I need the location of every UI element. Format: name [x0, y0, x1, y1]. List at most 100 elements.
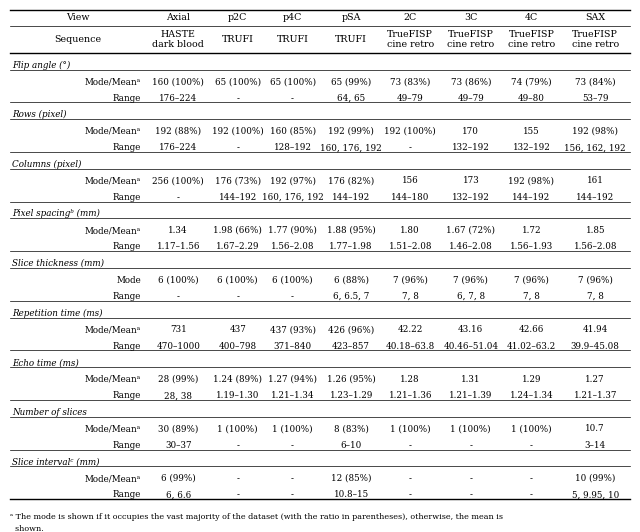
Text: 6–10: 6–10: [340, 441, 362, 450]
Text: TrueFISP: TrueFISP: [387, 30, 433, 38]
Text: 1.19–1.30: 1.19–1.30: [216, 391, 259, 400]
Text: 144–192: 144–192: [512, 193, 550, 202]
Text: 1.31: 1.31: [461, 375, 481, 384]
Text: 256 (100%): 256 (100%): [152, 177, 204, 186]
Text: TrueFISP: TrueFISP: [572, 30, 618, 38]
Text: 192 (99%): 192 (99%): [328, 127, 374, 136]
Text: 1.98 (66%): 1.98 (66%): [213, 226, 262, 235]
Text: -: -: [469, 441, 472, 450]
Text: 1.23–1.29: 1.23–1.29: [330, 391, 373, 400]
Text: 3–14: 3–14: [584, 441, 606, 450]
Text: 10 (99%): 10 (99%): [575, 474, 616, 483]
Text: 160 (85%): 160 (85%): [269, 127, 316, 136]
Text: 65 (100%): 65 (100%): [215, 77, 261, 86]
Text: 1.34: 1.34: [168, 226, 188, 235]
Text: cine retro: cine retro: [508, 40, 555, 49]
Text: Range: Range: [113, 491, 141, 500]
Text: Columns (pixel): Columns (pixel): [12, 160, 81, 169]
Text: 30 (89%): 30 (89%): [158, 425, 198, 434]
Text: 43.16: 43.16: [458, 325, 483, 334]
Text: 155: 155: [523, 127, 540, 136]
Text: 1.21–1.37: 1.21–1.37: [573, 391, 617, 400]
Text: 144–180: 144–180: [391, 193, 429, 202]
Text: 7 (96%): 7 (96%): [393, 276, 428, 285]
Text: 42.22: 42.22: [397, 325, 423, 334]
Text: SAX: SAX: [585, 13, 605, 22]
Text: 6, 6.5, 7: 6, 6.5, 7: [333, 292, 369, 301]
Text: 156, 162, 192: 156, 162, 192: [564, 143, 626, 152]
Text: 73 (86%): 73 (86%): [451, 77, 491, 86]
Text: 49–79: 49–79: [397, 94, 424, 103]
Text: 65 (100%): 65 (100%): [269, 77, 316, 86]
Text: 7, 8: 7, 8: [587, 292, 604, 301]
Text: Mode/Meanᵃ: Mode/Meanᵃ: [84, 177, 141, 186]
Text: -: -: [236, 491, 239, 500]
Text: 1.28: 1.28: [401, 375, 420, 384]
Text: -: -: [409, 441, 412, 450]
Text: -: -: [177, 292, 180, 301]
Text: 10.8–15: 10.8–15: [333, 491, 369, 500]
Text: Mode/Meanᵃ: Mode/Meanᵃ: [84, 325, 141, 334]
Text: 7 (96%): 7 (96%): [514, 276, 549, 285]
Text: 192 (98%): 192 (98%): [508, 177, 554, 186]
Text: 1.46–2.08: 1.46–2.08: [449, 243, 493, 252]
Text: TRUFI: TRUFI: [276, 35, 308, 44]
Text: 5, 9.95, 10: 5, 9.95, 10: [572, 491, 619, 500]
Text: 132–192: 132–192: [513, 143, 550, 152]
Text: 1 (100%): 1 (100%): [511, 425, 552, 434]
Text: p4C: p4C: [283, 13, 302, 22]
Text: 160, 176, 192: 160, 176, 192: [262, 193, 323, 202]
Text: Mode/Meanᵃ: Mode/Meanᵃ: [84, 375, 141, 384]
Text: 437 (93%): 437 (93%): [269, 325, 316, 334]
Text: Range: Range: [113, 342, 141, 351]
Text: -: -: [409, 474, 412, 483]
Text: 7, 8: 7, 8: [402, 292, 419, 301]
Text: -: -: [291, 474, 294, 483]
Text: -: -: [530, 474, 533, 483]
Text: 400–798: 400–798: [219, 342, 257, 351]
Text: Pixel spacingᵇ (mm): Pixel spacingᵇ (mm): [12, 209, 100, 218]
Text: 173: 173: [463, 177, 479, 186]
Text: 6 (88%): 6 (88%): [333, 276, 369, 285]
Text: 176 (73%): 176 (73%): [215, 177, 261, 186]
Text: TRUFI: TRUFI: [222, 35, 253, 44]
Text: 160 (100%): 160 (100%): [152, 77, 204, 86]
Text: 49–79: 49–79: [458, 94, 484, 103]
Text: -: -: [291, 441, 294, 450]
Text: 1.67–2.29: 1.67–2.29: [216, 243, 260, 252]
Text: 176 (82%): 176 (82%): [328, 177, 374, 186]
Text: -: -: [469, 474, 472, 483]
Text: 1.72: 1.72: [522, 226, 541, 235]
Text: Rows (pixel): Rows (pixel): [12, 110, 67, 119]
Text: 1 (100%): 1 (100%): [218, 425, 258, 434]
Text: -: -: [236, 143, 239, 152]
Text: 1.85: 1.85: [586, 226, 605, 235]
Text: cine retro: cine retro: [387, 40, 434, 49]
Text: 170: 170: [462, 127, 479, 136]
Text: 192 (97%): 192 (97%): [269, 177, 316, 186]
Text: -: -: [291, 292, 294, 301]
Text: -: -: [469, 491, 472, 500]
Text: -: -: [236, 94, 239, 103]
Text: 73 (84%): 73 (84%): [575, 77, 616, 86]
Text: -: -: [530, 441, 533, 450]
Text: Range: Range: [113, 243, 141, 252]
Text: 1.77–1.98: 1.77–1.98: [330, 243, 373, 252]
Text: 53–79: 53–79: [582, 94, 609, 103]
Text: 41.02–63.2: 41.02–63.2: [507, 342, 556, 351]
Text: TrueFISP: TrueFISP: [509, 30, 554, 38]
Text: Echo time (ms): Echo time (ms): [12, 358, 79, 367]
Text: 2C: 2C: [404, 13, 417, 22]
Text: 371–840: 371–840: [273, 342, 312, 351]
Text: 192 (100%): 192 (100%): [212, 127, 264, 136]
Text: Slice thickness (mm): Slice thickness (mm): [12, 259, 104, 268]
Text: 1.27: 1.27: [586, 375, 605, 384]
Text: p2C: p2C: [228, 13, 248, 22]
Text: 1.88 (95%): 1.88 (95%): [327, 226, 376, 235]
Text: 6 (100%): 6 (100%): [218, 276, 258, 285]
Text: 731: 731: [170, 325, 187, 334]
Text: 1.21–1.39: 1.21–1.39: [449, 391, 493, 400]
Text: 74 (79%): 74 (79%): [511, 77, 552, 86]
Text: 42.66: 42.66: [519, 325, 544, 334]
Text: 40.18–63.8: 40.18–63.8: [385, 342, 435, 351]
